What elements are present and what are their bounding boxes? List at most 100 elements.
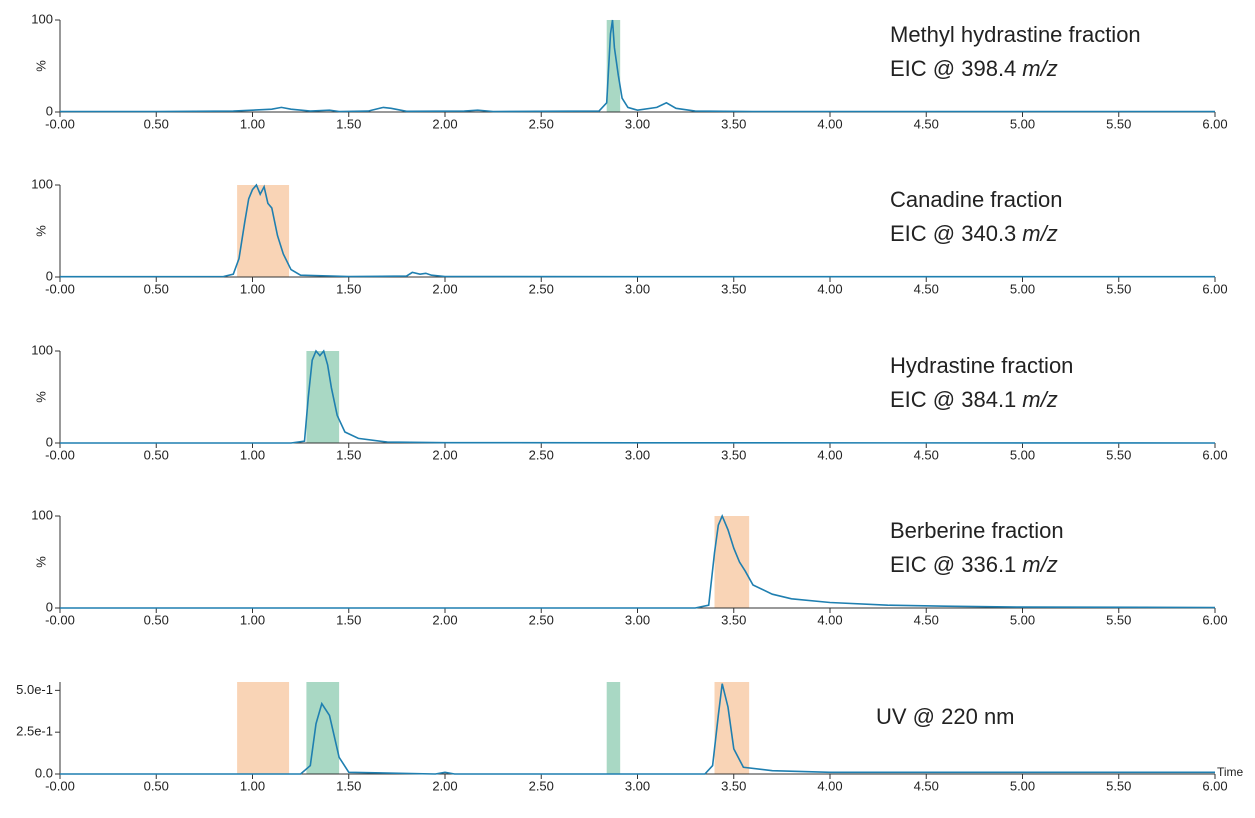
x-tick-label: 2.00	[432, 447, 457, 462]
x-tick-label: 2.00	[432, 281, 457, 296]
x-tick-label: 1.00	[240, 281, 265, 296]
x-tick-label: 3.50	[721, 612, 746, 627]
x-tick-label: 3.50	[721, 116, 746, 131]
x-tick-label: 5.00	[1010, 116, 1035, 131]
x-tick-label: 1.50	[336, 778, 361, 793]
x-tick-label: 1.50	[336, 281, 361, 296]
x-tick-label: 5.50	[1106, 447, 1131, 462]
x-tick-label: 3.00	[625, 778, 650, 793]
x-tick-label: 1.50	[336, 116, 361, 131]
subtitle-unit: m/z	[1022, 56, 1057, 81]
x-tick-label: 3.50	[721, 778, 746, 793]
x-tick-label: 0.50	[144, 778, 169, 793]
trace-title: Berberine fraction	[890, 518, 1064, 543]
y-tick-label: 0	[46, 103, 53, 118]
x-tick-label: 1.00	[240, 447, 265, 462]
trace	[60, 513, 1216, 609]
x-tick-label: 2.50	[529, 116, 554, 131]
x-tick-label: 5.00	[1010, 778, 1035, 793]
x-tick-label: 4.00	[817, 778, 842, 793]
x-tick-label: 0.50	[144, 612, 169, 627]
fraction-span	[237, 682, 290, 774]
y-axis-label: %	[33, 60, 48, 72]
trace-subtitle: EIC @ 340.3 m/z	[890, 221, 1058, 246]
x-tick-label: 5.00	[1010, 612, 1035, 627]
x-tick-label: 4.00	[817, 612, 842, 627]
x-tick-label: 3.50	[721, 281, 746, 296]
x-tick-label: 4.50	[914, 116, 939, 131]
x-tick-label: 1.00	[240, 116, 265, 131]
y-tick-label: 5.0e-1	[16, 682, 53, 697]
y-axis-label: %	[33, 556, 48, 568]
x-tick-label: -0.00	[45, 116, 75, 131]
subtitle-unit: m/z	[1022, 387, 1057, 412]
x-tick-label: 0.50	[144, 281, 169, 296]
x-tick-label: 1.50	[336, 612, 361, 627]
trace-subtitle: EIC @ 336.1 m/z	[890, 552, 1058, 577]
x-tick-label: -0.00	[45, 447, 75, 462]
x-tick-label: 6.00	[1202, 778, 1227, 793]
x-tick-label: 2.50	[529, 447, 554, 462]
y-axis-label: %	[33, 391, 48, 403]
x-tick-label: 2.00	[432, 116, 457, 131]
x-tick-label: 3.00	[625, 447, 650, 462]
y-tick-label: 100	[31, 342, 53, 357]
trace-title: Methyl hydrastine fraction	[890, 22, 1141, 47]
subtitle-text: EIC @ 340.3	[890, 221, 1016, 246]
fraction-span	[237, 185, 290, 277]
y-tick-label: 0	[46, 268, 53, 283]
y-axis-label: %	[33, 225, 48, 237]
x-tick-label: 5.50	[1106, 116, 1131, 131]
x-tick-label: 5.50	[1106, 281, 1131, 296]
x-tick-label: 1.00	[240, 612, 265, 627]
x-tick-label: 5.00	[1010, 447, 1035, 462]
trace-subtitle: EIC @ 384.1 m/z	[890, 387, 1058, 412]
x-tick-label: 3.00	[625, 612, 650, 627]
x-tick-label: 4.00	[817, 447, 842, 462]
x-tick-label: 6.00	[1202, 612, 1227, 627]
y-tick-label: 2.5e-1	[16, 724, 53, 739]
x-tick-label: 1.50	[336, 447, 361, 462]
x-tick-label: 6.00	[1202, 116, 1227, 131]
x-tick-label: 4.50	[914, 281, 939, 296]
x-tick-label: 0.50	[144, 116, 169, 131]
subtitle-unit: m/z	[1022, 221, 1057, 246]
trace-title: UV @ 220 nm	[876, 704, 1015, 729]
y-tick-label: 100	[31, 507, 53, 522]
x-tick-label: 1.00	[240, 778, 265, 793]
x-tick-label: 4.00	[817, 281, 842, 296]
x-tick-label: 3.00	[625, 281, 650, 296]
fraction-span	[714, 516, 750, 608]
x-tick-label: 2.50	[529, 612, 554, 627]
x-tick-label: -0.00	[45, 778, 75, 793]
fraction-span	[606, 682, 621, 774]
y-tick-label: 0.0	[35, 765, 53, 780]
trace	[59, 183, 1215, 278]
x-axis-label: Time	[1217, 765, 1244, 779]
x-tick-label: 5.00	[1010, 281, 1035, 296]
x-tick-label: 6.00	[1202, 281, 1227, 296]
x-tick-label: 3.50	[721, 447, 746, 462]
trace-subtitle: EIC @ 398.4 m/z	[890, 56, 1058, 81]
trace-title: Canadine fraction	[890, 187, 1062, 212]
subtitle-text: EIC @ 336.1	[890, 552, 1016, 577]
x-tick-label: 2.50	[529, 778, 554, 793]
x-tick-label: 5.50	[1106, 778, 1131, 793]
x-tick-label: 4.50	[914, 612, 939, 627]
x-tick-label: 4.50	[914, 447, 939, 462]
y-tick-label: 0	[46, 434, 53, 449]
subtitle-text: EIC @ 398.4	[890, 56, 1016, 81]
y-tick-label: 100	[31, 176, 53, 191]
x-tick-label: 2.00	[432, 612, 457, 627]
trace	[60, 349, 1216, 444]
x-tick-label: 4.00	[817, 116, 842, 131]
trace	[60, 683, 1215, 775]
x-tick-label: 2.00	[432, 778, 457, 793]
x-tick-label: 0.50	[144, 447, 169, 462]
subtitle-unit: m/z	[1022, 552, 1057, 577]
trace	[60, 19, 1215, 113]
y-tick-label: 100	[31, 11, 53, 26]
x-tick-label: 4.50	[914, 778, 939, 793]
x-tick-label: 5.50	[1106, 612, 1131, 627]
